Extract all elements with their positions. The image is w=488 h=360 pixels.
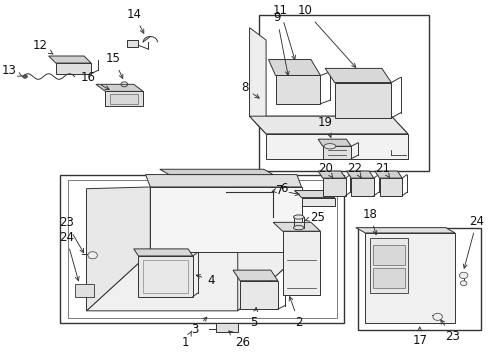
Text: 2: 2	[288, 297, 302, 329]
Polygon shape	[160, 169, 273, 175]
Polygon shape	[233, 270, 277, 281]
Polygon shape	[75, 284, 93, 297]
Text: 24: 24	[462, 215, 483, 268]
Bar	[67, 180, 336, 318]
Ellipse shape	[324, 144, 335, 149]
Polygon shape	[150, 187, 301, 252]
Polygon shape	[346, 171, 373, 178]
Polygon shape	[322, 178, 345, 196]
Text: 21: 21	[375, 162, 389, 177]
Text: 6: 6	[272, 182, 287, 195]
Ellipse shape	[293, 215, 303, 219]
Polygon shape	[273, 222, 320, 231]
Text: 22: 22	[346, 162, 361, 177]
Polygon shape	[268, 59, 320, 76]
Text: 23: 23	[440, 320, 459, 343]
Text: 1: 1	[182, 331, 191, 349]
Text: 18: 18	[362, 208, 377, 235]
Polygon shape	[374, 171, 402, 178]
Text: 25: 25	[304, 211, 324, 224]
Polygon shape	[369, 238, 407, 293]
Polygon shape	[237, 187, 301, 311]
Polygon shape	[105, 91, 143, 105]
Text: 24: 24	[59, 231, 79, 281]
Circle shape	[432, 313, 442, 320]
Polygon shape	[110, 94, 138, 104]
Polygon shape	[379, 178, 402, 196]
Text: 3: 3	[191, 317, 206, 336]
Text: 12: 12	[33, 39, 53, 54]
Polygon shape	[325, 68, 390, 82]
Polygon shape	[317, 139, 350, 146]
Circle shape	[88, 252, 97, 259]
Text: 20: 20	[317, 162, 332, 177]
Polygon shape	[86, 187, 150, 311]
Polygon shape	[373, 268, 404, 288]
Polygon shape	[126, 40, 138, 47]
Polygon shape	[365, 233, 454, 323]
Polygon shape	[216, 323, 237, 332]
Text: 14: 14	[126, 8, 143, 33]
Polygon shape	[56, 63, 91, 74]
Polygon shape	[86, 252, 301, 311]
Circle shape	[458, 272, 467, 279]
Ellipse shape	[293, 225, 303, 230]
Polygon shape	[322, 146, 350, 159]
Polygon shape	[301, 198, 334, 206]
Polygon shape	[96, 84, 143, 91]
Text: 8: 8	[240, 81, 259, 98]
Polygon shape	[249, 116, 407, 134]
Text: 5: 5	[250, 307, 258, 329]
Text: 7: 7	[276, 184, 299, 197]
Text: 16: 16	[81, 71, 109, 90]
Circle shape	[459, 281, 466, 286]
Text: 19: 19	[317, 116, 332, 138]
Text: 17: 17	[411, 327, 427, 347]
Polygon shape	[373, 246, 404, 265]
Polygon shape	[334, 82, 390, 118]
Circle shape	[22, 75, 27, 78]
Polygon shape	[265, 134, 407, 159]
Polygon shape	[294, 190, 334, 198]
Text: 15: 15	[106, 52, 122, 78]
Polygon shape	[145, 175, 301, 187]
Polygon shape	[249, 116, 407, 134]
Polygon shape	[134, 249, 192, 256]
Text: 13: 13	[2, 64, 22, 77]
Text: 23: 23	[59, 216, 83, 253]
Polygon shape	[249, 28, 265, 134]
Polygon shape	[355, 228, 454, 233]
Bar	[259, 15, 428, 171]
Text: 26: 26	[228, 331, 250, 349]
Polygon shape	[49, 56, 91, 63]
Polygon shape	[138, 256, 192, 297]
Polygon shape	[317, 171, 345, 178]
Text: 9: 9	[273, 11, 288, 75]
Polygon shape	[275, 76, 320, 104]
Polygon shape	[240, 281, 277, 309]
Text: 10: 10	[297, 4, 355, 67]
Text: 4: 4	[196, 274, 214, 287]
Bar	[358, 228, 480, 330]
Polygon shape	[350, 178, 373, 196]
Bar	[61, 175, 344, 323]
Text: 11: 11	[272, 4, 295, 59]
Polygon shape	[282, 231, 320, 295]
